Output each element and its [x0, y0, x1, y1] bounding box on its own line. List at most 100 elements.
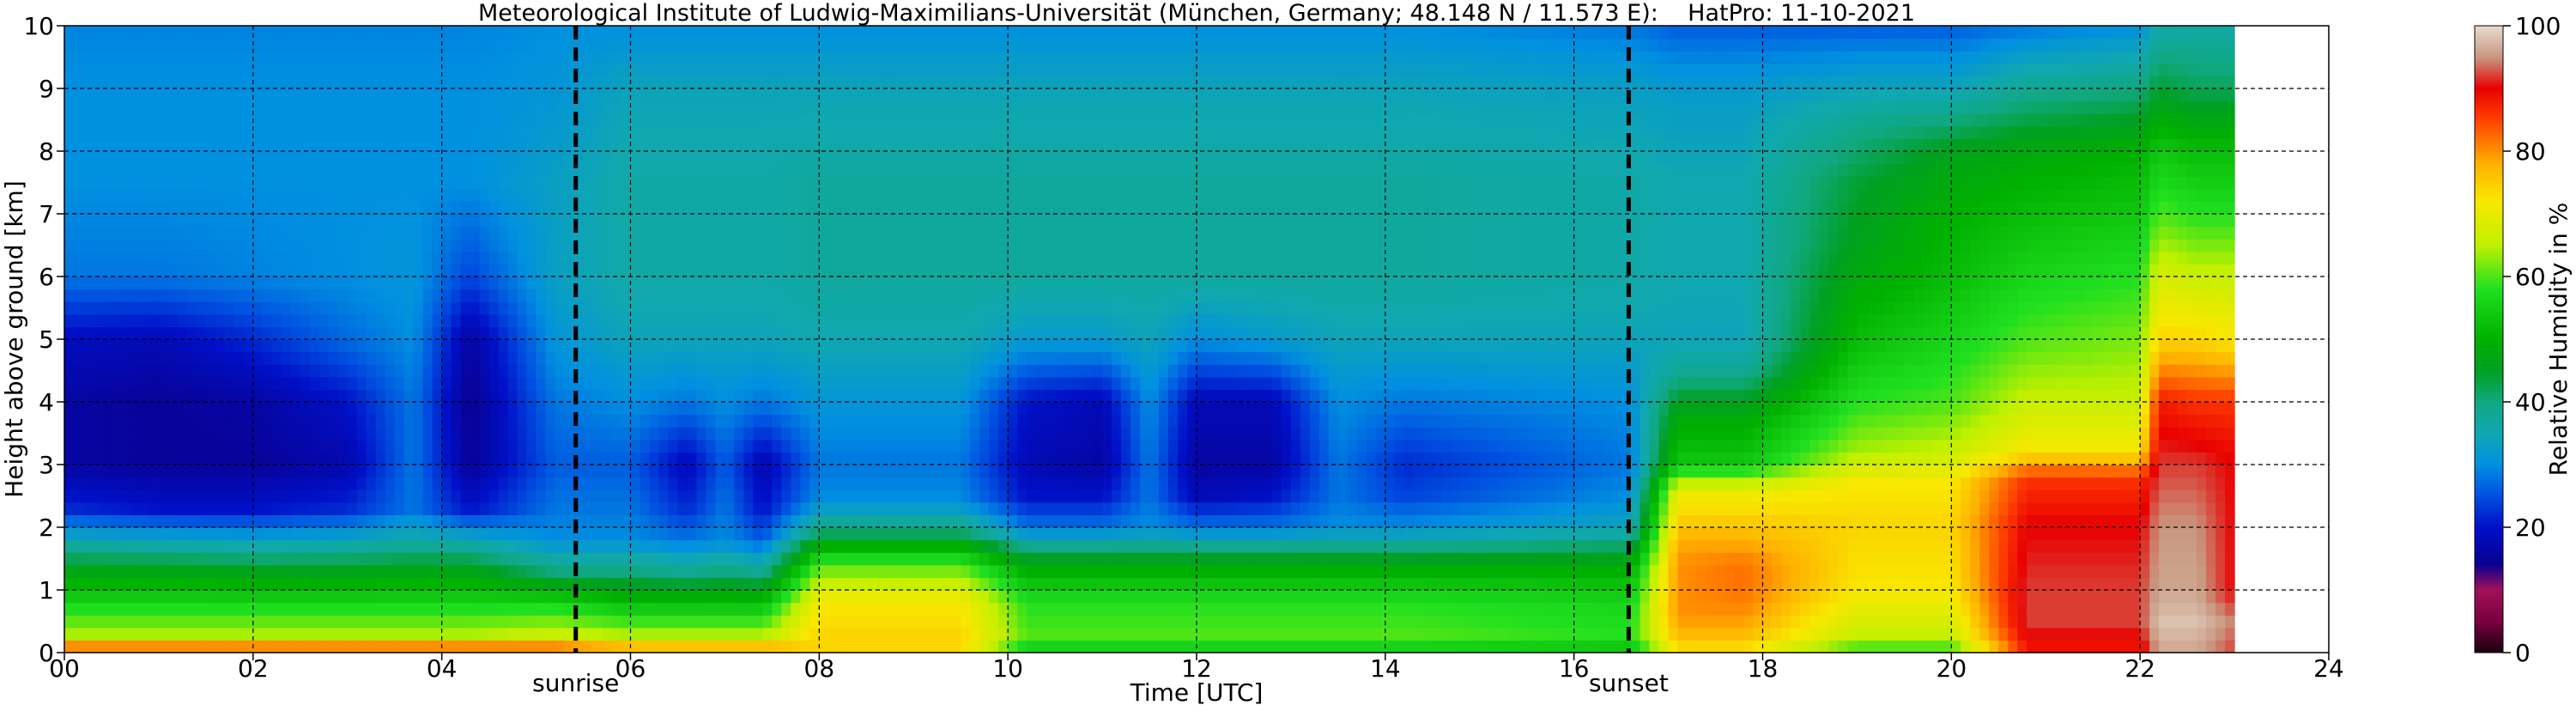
heatmap-cell — [715, 313, 726, 327]
heatmap-cell — [781, 125, 791, 139]
heatmap-cell — [73, 351, 84, 365]
heatmap-cell — [932, 501, 943, 515]
heatmap-cell — [186, 627, 197, 641]
heatmap-cell — [894, 351, 905, 365]
heatmap-cell — [677, 364, 688, 378]
heatmap-cell — [668, 364, 679, 378]
heatmap-cell — [328, 552, 339, 566]
heatmap-cell — [328, 214, 339, 228]
heatmap-cell — [913, 414, 924, 428]
heatmap-cell — [224, 501, 235, 515]
heatmap-cell — [724, 389, 736, 403]
heatmap-cell — [328, 138, 339, 152]
heatmap-cell — [64, 590, 75, 604]
heatmap-cell — [564, 627, 575, 641]
heatmap-cell — [876, 251, 886, 264]
heatmap-cell — [913, 527, 924, 541]
heatmap-cell — [130, 76, 141, 89]
heatmap-cell — [196, 188, 207, 202]
heatmap-cell — [838, 351, 848, 365]
heatmap-cell — [913, 138, 924, 152]
heatmap-cell — [120, 113, 131, 127]
heatmap-cell — [687, 501, 698, 515]
heatmap-cell — [857, 364, 867, 378]
heatmap-cell — [564, 414, 575, 428]
heatmap-cell — [470, 125, 481, 139]
heatmap-cell — [724, 38, 736, 52]
heatmap-cell — [498, 51, 509, 64]
heatmap-cell — [998, 264, 1009, 277]
heatmap-cell — [375, 88, 386, 102]
heatmap-cell — [828, 627, 839, 641]
heatmap-cell — [347, 615, 358, 629]
heatmap-cell — [318, 402, 330, 416]
heatmap-cell — [904, 301, 914, 315]
heatmap-cell — [300, 501, 311, 515]
heatmap-cell — [724, 26, 736, 40]
heatmap-cell — [592, 414, 603, 428]
heatmap-cell — [64, 527, 75, 541]
heatmap-cell — [196, 76, 207, 89]
heatmap-cell — [555, 151, 566, 165]
heatmap-cell — [942, 351, 952, 365]
heatmap-cell — [942, 214, 952, 228]
heatmap-cell — [318, 364, 330, 378]
heatmap-cell — [611, 113, 622, 127]
heatmap-cell — [677, 76, 688, 89]
heatmap-cell — [809, 389, 820, 403]
heatmap-cell — [894, 364, 905, 378]
heatmap-cell — [866, 477, 876, 490]
heatmap-cell — [894, 427, 905, 441]
heatmap-cell — [677, 389, 688, 403]
heatmap-cell — [441, 402, 452, 416]
heatmap-cell — [885, 414, 895, 428]
heatmap-cell — [809, 201, 820, 215]
heatmap-cell — [356, 313, 367, 327]
heatmap-cell — [677, 313, 688, 327]
heatmap-cell — [526, 113, 537, 127]
heatmap-cell — [413, 402, 424, 416]
heatmap-cell — [866, 88, 876, 102]
heatmap-cell — [583, 389, 594, 403]
heatmap-cell — [828, 38, 839, 52]
heatmap-cell — [809, 76, 820, 89]
heatmap-cell — [148, 201, 160, 215]
heatmap-cell — [942, 63, 952, 76]
heatmap-cell — [998, 289, 1009, 302]
heatmap-cell — [526, 38, 537, 52]
heatmap-cell — [545, 339, 556, 353]
heatmap-cell — [139, 326, 150, 340]
heatmap-cell — [526, 88, 537, 102]
heatmap-cell — [885, 63, 895, 76]
heatmap-cell — [536, 640, 547, 653]
heatmap-cell — [715, 289, 726, 302]
heatmap-cell — [913, 489, 924, 503]
heatmap-cell — [913, 301, 924, 315]
heatmap-cell — [715, 627, 726, 641]
heatmap-cell — [82, 514, 94, 528]
heatmap-cell — [366, 138, 377, 152]
heatmap-cell — [819, 214, 829, 228]
heatmap-cell — [337, 214, 349, 228]
heatmap-cell — [432, 326, 443, 340]
heatmap-cell — [394, 414, 405, 428]
heatmap-cell — [158, 264, 169, 277]
heatmap-cell — [120, 615, 131, 629]
heatmap-cell — [215, 151, 226, 165]
heatmap-cell — [762, 465, 773, 478]
heatmap-cell — [243, 76, 254, 89]
heatmap-cell — [998, 88, 1009, 102]
heatmap-cell — [621, 615, 632, 629]
heatmap-cell — [337, 439, 349, 453]
heatmap-cell — [422, 201, 433, 215]
heatmap-cell — [724, 364, 736, 378]
heatmap-cell — [441, 602, 452, 616]
heatmap-cell — [932, 100, 943, 114]
heatmap-cell — [772, 514, 782, 528]
heatmap-cell — [923, 627, 933, 641]
heatmap-cell — [970, 389, 980, 403]
heatmap-cell — [158, 76, 169, 89]
heatmap-cell — [951, 590, 961, 604]
heatmap-cell — [828, 88, 839, 102]
heatmap-cell — [205, 226, 216, 240]
